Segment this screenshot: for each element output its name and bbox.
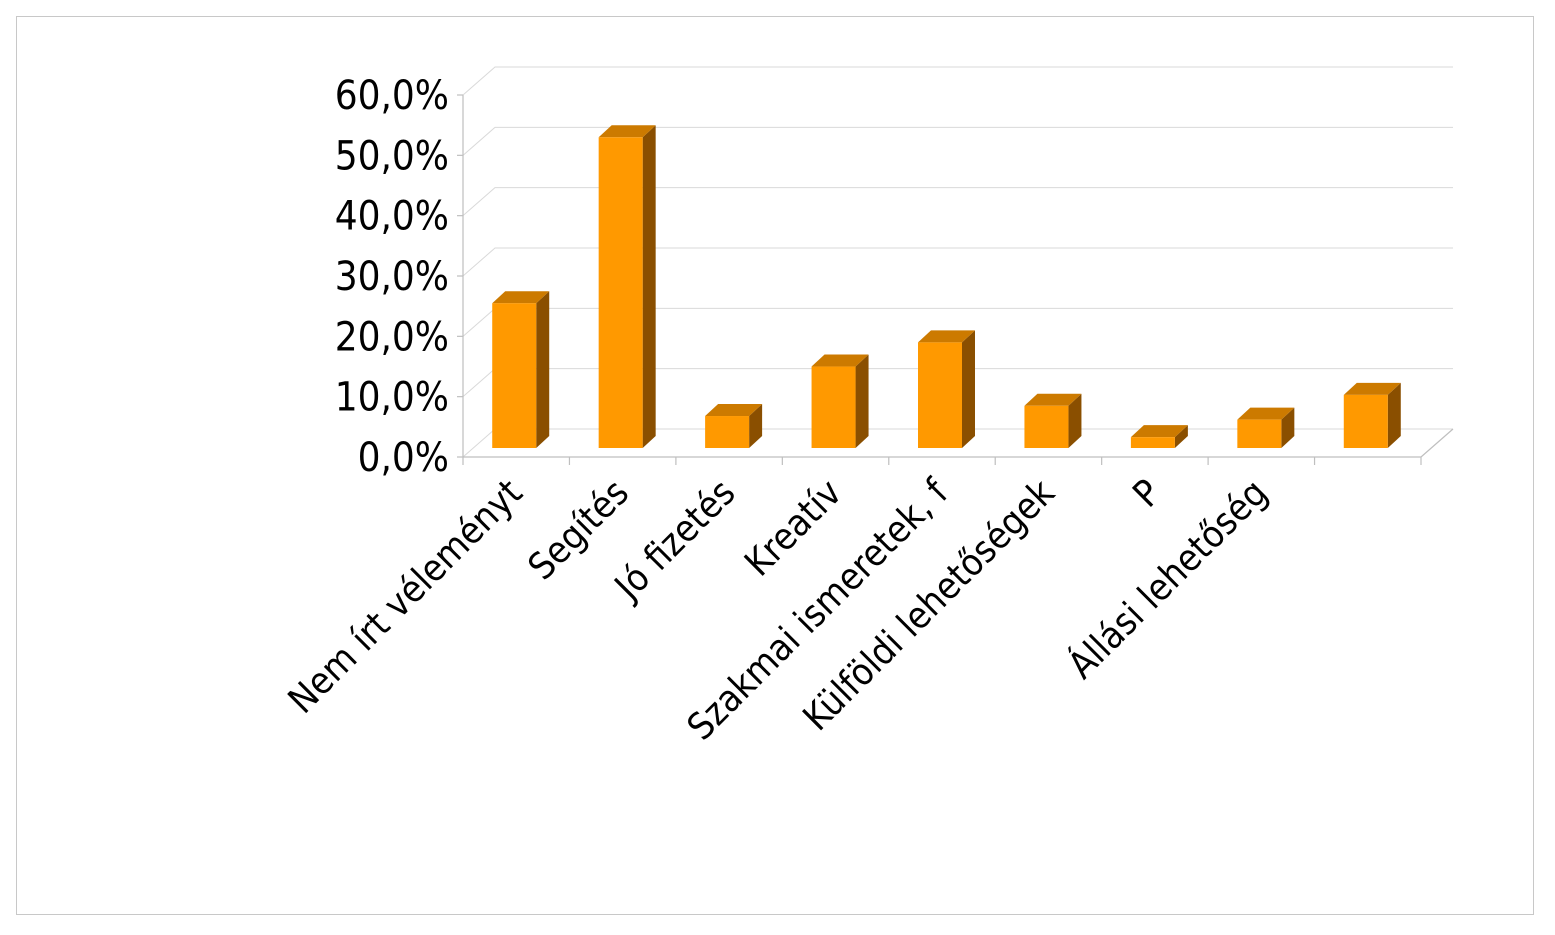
bar-side	[749, 404, 763, 448]
bar-top	[918, 330, 975, 343]
bar	[918, 330, 975, 448]
gridline	[462, 187, 1453, 217]
x-category-label: P	[1125, 471, 1170, 516]
bar	[811, 354, 869, 448]
bar-top	[811, 354, 869, 367]
gridline	[462, 247, 1453, 277]
bar-side	[1387, 382, 1401, 448]
bar-side	[1068, 393, 1082, 448]
bar	[1130, 425, 1188, 448]
x-category-label: Nem írt véleményt	[280, 471, 531, 722]
bar-top	[492, 291, 550, 304]
bar-layer	[492, 125, 1401, 449]
bar-side	[962, 330, 975, 448]
bar-front	[1343, 394, 1388, 448]
bar-side	[1174, 425, 1188, 448]
bar	[598, 125, 656, 449]
bar	[1343, 382, 1401, 448]
bar	[705, 404, 763, 448]
axis-layer	[457, 94, 1454, 465]
bar-front	[1024, 405, 1069, 448]
y-tick-label: 50,0%	[335, 133, 449, 179]
bar-front	[811, 366, 856, 448]
bar	[1237, 407, 1295, 448]
label-layer: 0,0% 10,0% 20,0% 30,0% 40,0% 50,0% 60,0% Nem ír…	[280, 73, 1276, 748]
bar-top	[1024, 393, 1082, 406]
bar-top	[1130, 425, 1188, 438]
gridline	[462, 66, 1453, 96]
y-tick-label: 40,0%	[335, 194, 449, 240]
bar-top	[705, 404, 763, 417]
bar-side	[536, 291, 550, 448]
bar-top	[1237, 407, 1295, 420]
bar-front	[918, 342, 962, 448]
bar-side	[855, 354, 869, 448]
bar	[1024, 393, 1082, 448]
y-tick-label: 10,0%	[335, 375, 449, 421]
y-tick-label: 60,0%	[335, 73, 449, 119]
bar-top	[1343, 382, 1401, 395]
y-tick-label: 20,0%	[335, 314, 449, 360]
bar-front	[1237, 419, 1282, 448]
bar-front	[1130, 437, 1175, 448]
bar	[492, 291, 550, 448]
bar-top	[598, 125, 656, 138]
y-tick-label: 30,0%	[335, 254, 449, 300]
chart-frame	[16, 16, 1534, 915]
bar-front	[492, 303, 537, 448]
bar-front	[705, 416, 750, 448]
bar-side	[1281, 407, 1295, 448]
grid-layer	[462, 66, 1453, 458]
bar-front	[598, 137, 643, 449]
bar-side	[642, 125, 656, 449]
y-tick-label: 0,0%	[358, 435, 449, 481]
gridline	[462, 126, 1453, 156]
